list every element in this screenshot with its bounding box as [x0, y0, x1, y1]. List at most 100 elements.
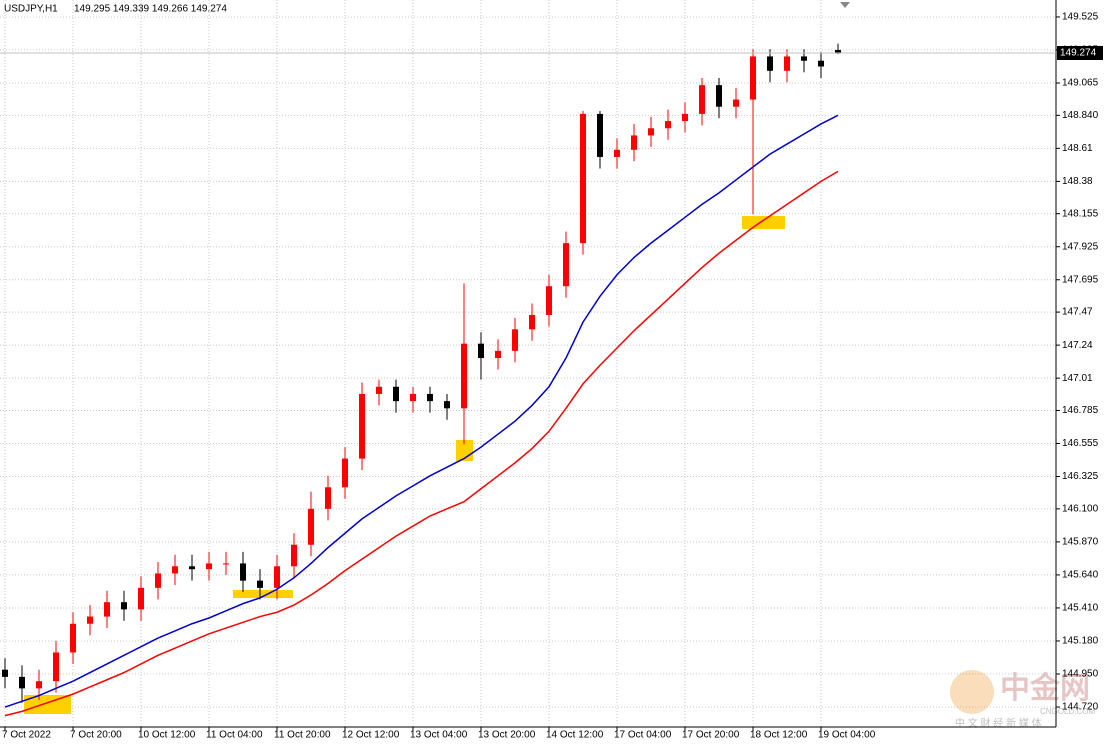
y-tick-label: 147.925 [1062, 241, 1099, 252]
x-tick-label: 7 Oct 20:00 [70, 730, 122, 741]
y-tick-label: 147.24 [1062, 340, 1093, 351]
shift-marker [840, 2, 850, 8]
candle-body [359, 393, 365, 459]
x-tick-label: 13 Oct 04:00 [410, 730, 468, 741]
candle-body [172, 566, 178, 574]
candle-body [665, 121, 671, 129]
candle-body [580, 113, 586, 244]
candle-body [801, 56, 807, 61]
header-symbol: USDJPY,H1 [4, 4, 58, 15]
candle-body [478, 343, 484, 359]
y-tick-label: 144.950 [1062, 669, 1099, 680]
y-tick-label: 149.525 [1062, 12, 1099, 23]
candle-body [546, 286, 552, 315]
candle-body [512, 329, 518, 351]
candle-body [614, 149, 620, 157]
y-tick-label: 147.695 [1062, 274, 1099, 285]
y-tick-label: 145.640 [1062, 570, 1099, 581]
plot [2, 43, 841, 717]
moving-average [4, 114, 839, 708]
candle-body [206, 563, 212, 570]
watermark-title: 中金网 [1000, 671, 1090, 705]
candle-body [495, 350, 501, 359]
highlight [24, 695, 71, 714]
candle-body [53, 652, 59, 682]
y-tick-label: 148.155 [1062, 208, 1099, 219]
candle-body [257, 580, 263, 588]
moving-average [4, 170, 839, 717]
watermark-site: CNGOLD.COM [1040, 707, 1095, 716]
candle-body [155, 573, 161, 588]
candle-body [682, 113, 688, 122]
watermark-logo [950, 670, 994, 714]
y-tick-label: 145.870 [1062, 537, 1099, 548]
candle-body [393, 386, 399, 402]
candle-body [240, 563, 246, 581]
y-tick-label: 146.325 [1062, 471, 1099, 482]
candle-body [70, 623, 76, 653]
candle-body [750, 56, 756, 100]
candle-body [818, 60, 824, 67]
candle-body [716, 85, 722, 107]
y-tick-label: 147.47 [1062, 307, 1093, 318]
candle-body [767, 56, 773, 71]
candle-body [410, 393, 416, 402]
x-tick-label: 14 Oct 12:00 [546, 730, 604, 741]
candle-body [461, 343, 467, 409]
candle-body [189, 566, 195, 570]
current-price-box [1057, 45, 1103, 60]
x-tick-label: 7 Oct 2022 [2, 730, 51, 741]
candle-body [784, 56, 790, 71]
highlight [233, 590, 293, 598]
candle-body [274, 566, 280, 588]
x-tick-label: 18 Oct 12:00 [750, 730, 808, 741]
highlight [742, 216, 785, 229]
candle-body [597, 113, 603, 157]
candle-body [121, 602, 127, 610]
candle-body [835, 49, 841, 53]
y-tick-label: 145.410 [1062, 603, 1099, 614]
candle-body [376, 386, 382, 394]
candle-body [19, 676, 25, 689]
x-tick-label: 17 Oct 04:00 [614, 730, 672, 741]
candle-body [648, 128, 654, 136]
x-tick-label: 13 Oct 20:00 [478, 730, 536, 741]
candle-body [291, 544, 297, 567]
candle-body [325, 487, 331, 509]
y-tick-label: 148.38 [1062, 176, 1093, 187]
y-tick-label: 149.065 [1062, 78, 1099, 89]
candle-body [223, 563, 229, 565]
candle-body [563, 243, 569, 287]
candle-body [733, 99, 739, 107]
x-tick-label: 12 Oct 12:00 [342, 730, 400, 741]
y-tick-label: 145.180 [1062, 636, 1099, 647]
candle-body [87, 616, 93, 624]
x-tick-label: 11 Oct 04:00 [206, 730, 263, 741]
candle-body [138, 587, 144, 610]
candle-body [444, 401, 450, 409]
x-tick-label: 11 Oct 20:00 [274, 730, 331, 741]
grid [0, 0, 1056, 727]
watermark-slogan: 中 文 财 经 新 媒 体 [955, 717, 1042, 730]
y-tick-label: 147.01 [1062, 373, 1093, 384]
candle-body [427, 393, 433, 402]
x-tick-label: 10 Oct 12:00 [138, 730, 196, 741]
candle-body [308, 508, 314, 545]
candle-body [342, 458, 348, 488]
candle-body [699, 85, 705, 114]
y-tick-label: 146.785 [1062, 405, 1099, 416]
candle-body [36, 681, 42, 689]
y-tick-label: 144.720 [1062, 702, 1099, 713]
x-tick-label: 17 Oct 20:00 [682, 730, 740, 741]
candle-body [529, 314, 535, 330]
candle-body [2, 669, 8, 677]
x-tick-label: 19 Oct 04:00 [818, 730, 876, 741]
candle-body [631, 135, 637, 150]
y-tick-label: 148.61 [1062, 143, 1093, 154]
y-tick-label: 146.100 [1062, 503, 1099, 514]
y-tick-label: 148.840 [1062, 110, 1099, 121]
header-values: 149.295 149.339 149.266 149.274 [74, 4, 227, 15]
current-price-label: 149.274 [1060, 48, 1097, 59]
